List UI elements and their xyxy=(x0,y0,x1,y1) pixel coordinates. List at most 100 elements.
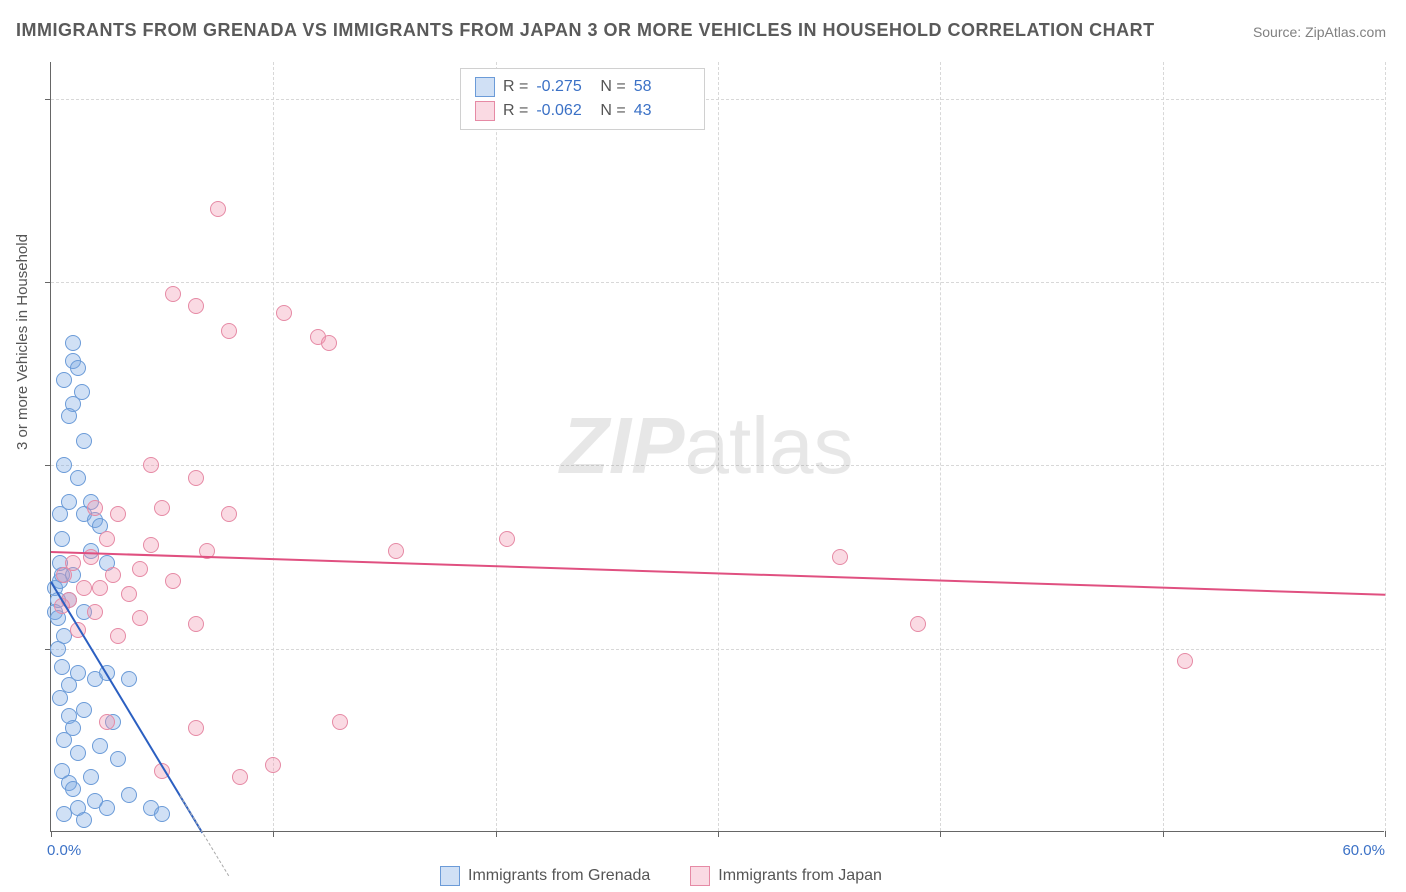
data-point xyxy=(70,360,86,376)
data-point xyxy=(76,580,92,596)
y-axis-title: 3 or more Vehicles in Household xyxy=(14,234,31,450)
data-point xyxy=(210,201,226,217)
data-point xyxy=(188,720,204,736)
data-point xyxy=(121,586,137,602)
x-tick-mark xyxy=(940,831,941,837)
legend-item: Immigrants from Japan xyxy=(690,866,882,886)
legend-n-value: 58 xyxy=(634,78,690,96)
data-point xyxy=(70,470,86,486)
y-tick-label: 30.0% xyxy=(1394,457,1406,474)
legend-label: Immigrants from Japan xyxy=(718,867,882,885)
data-point xyxy=(154,500,170,516)
data-point xyxy=(221,323,237,339)
watermark: ZIPatlas xyxy=(560,400,853,492)
source-value: ZipAtlas.com xyxy=(1305,24,1386,40)
data-point xyxy=(61,408,77,424)
legend-r-value: -0.062 xyxy=(536,102,592,120)
data-point xyxy=(56,372,72,388)
y-tick-mark xyxy=(45,282,51,283)
data-point xyxy=(165,573,181,589)
legend-label: Immigrants from Grenada xyxy=(468,867,650,885)
gridline-vertical xyxy=(496,62,497,831)
series-legend: Immigrants from Grenada Immigrants from J… xyxy=(440,866,882,886)
y-tick-label: 60.0% xyxy=(1394,90,1406,107)
source-label: Source: xyxy=(1253,24,1301,40)
y-tick-mark xyxy=(45,465,51,466)
data-point xyxy=(52,690,68,706)
watermark-bold: ZIP xyxy=(560,401,684,490)
data-point xyxy=(132,561,148,577)
data-point xyxy=(188,470,204,486)
legend-swatch xyxy=(475,101,495,121)
legend-swatch xyxy=(475,77,495,97)
y-tick-label: 45.0% xyxy=(1394,274,1406,291)
data-point xyxy=(56,567,72,583)
data-point xyxy=(56,457,72,473)
data-point xyxy=(110,751,126,767)
data-point xyxy=(50,641,66,657)
legend-r-value: -0.275 xyxy=(536,78,592,96)
data-point xyxy=(76,702,92,718)
data-point xyxy=(221,506,237,522)
x-tick-mark xyxy=(1385,831,1386,837)
data-point xyxy=(54,531,70,547)
correlation-legend: R = -0.275 N = 58 R = -0.062 N = 43 xyxy=(460,68,705,130)
data-point xyxy=(83,769,99,785)
data-point xyxy=(87,604,103,620)
data-point xyxy=(70,745,86,761)
data-point xyxy=(1177,653,1193,669)
legend-swatch xyxy=(440,866,460,886)
data-point xyxy=(76,812,92,828)
gridline-vertical xyxy=(940,62,941,831)
data-point xyxy=(56,732,72,748)
data-point xyxy=(56,806,72,822)
y-tick-mark xyxy=(45,99,51,100)
data-point xyxy=(54,659,70,675)
legend-row: R = -0.062 N = 43 xyxy=(475,99,690,123)
data-point xyxy=(121,671,137,687)
data-point xyxy=(265,757,281,773)
data-point xyxy=(143,457,159,473)
legend-n-label: N = xyxy=(600,78,625,96)
gridline-vertical xyxy=(273,62,274,831)
data-point xyxy=(388,543,404,559)
y-tick-label: 15.0% xyxy=(1394,640,1406,657)
x-tick-mark xyxy=(273,831,274,837)
data-point xyxy=(332,714,348,730)
data-point xyxy=(188,616,204,632)
legend-swatch xyxy=(690,866,710,886)
x-tick-mark xyxy=(51,831,52,837)
data-point xyxy=(132,610,148,626)
data-point xyxy=(92,580,108,596)
chart-title: IMMIGRANTS FROM GRENADA VS IMMIGRANTS FR… xyxy=(16,20,1155,41)
data-point xyxy=(232,769,248,785)
data-point xyxy=(87,500,103,516)
data-point xyxy=(321,335,337,351)
data-point xyxy=(110,628,126,644)
data-point xyxy=(110,506,126,522)
data-point xyxy=(92,738,108,754)
x-tick-mark xyxy=(496,831,497,837)
data-point xyxy=(76,433,92,449)
legend-n-label: N = xyxy=(600,102,625,120)
trend-line-extension xyxy=(180,796,230,877)
data-point xyxy=(910,616,926,632)
data-point xyxy=(499,531,515,547)
x-tick-label: 0.0% xyxy=(47,842,81,859)
watermark-rest: atlas xyxy=(684,401,853,490)
data-point xyxy=(188,298,204,314)
data-point xyxy=(65,781,81,797)
data-point xyxy=(65,335,81,351)
x-tick-mark xyxy=(718,831,719,837)
data-point xyxy=(52,506,68,522)
data-point xyxy=(143,537,159,553)
legend-item: Immigrants from Grenada xyxy=(440,866,650,886)
data-point xyxy=(99,800,115,816)
data-point xyxy=(832,549,848,565)
legend-r-label: R = xyxy=(503,102,528,120)
x-tick-mark xyxy=(1163,831,1164,837)
data-point xyxy=(99,531,115,547)
legend-r-label: R = xyxy=(503,78,528,96)
legend-n-value: 43 xyxy=(634,102,690,120)
data-point xyxy=(154,806,170,822)
